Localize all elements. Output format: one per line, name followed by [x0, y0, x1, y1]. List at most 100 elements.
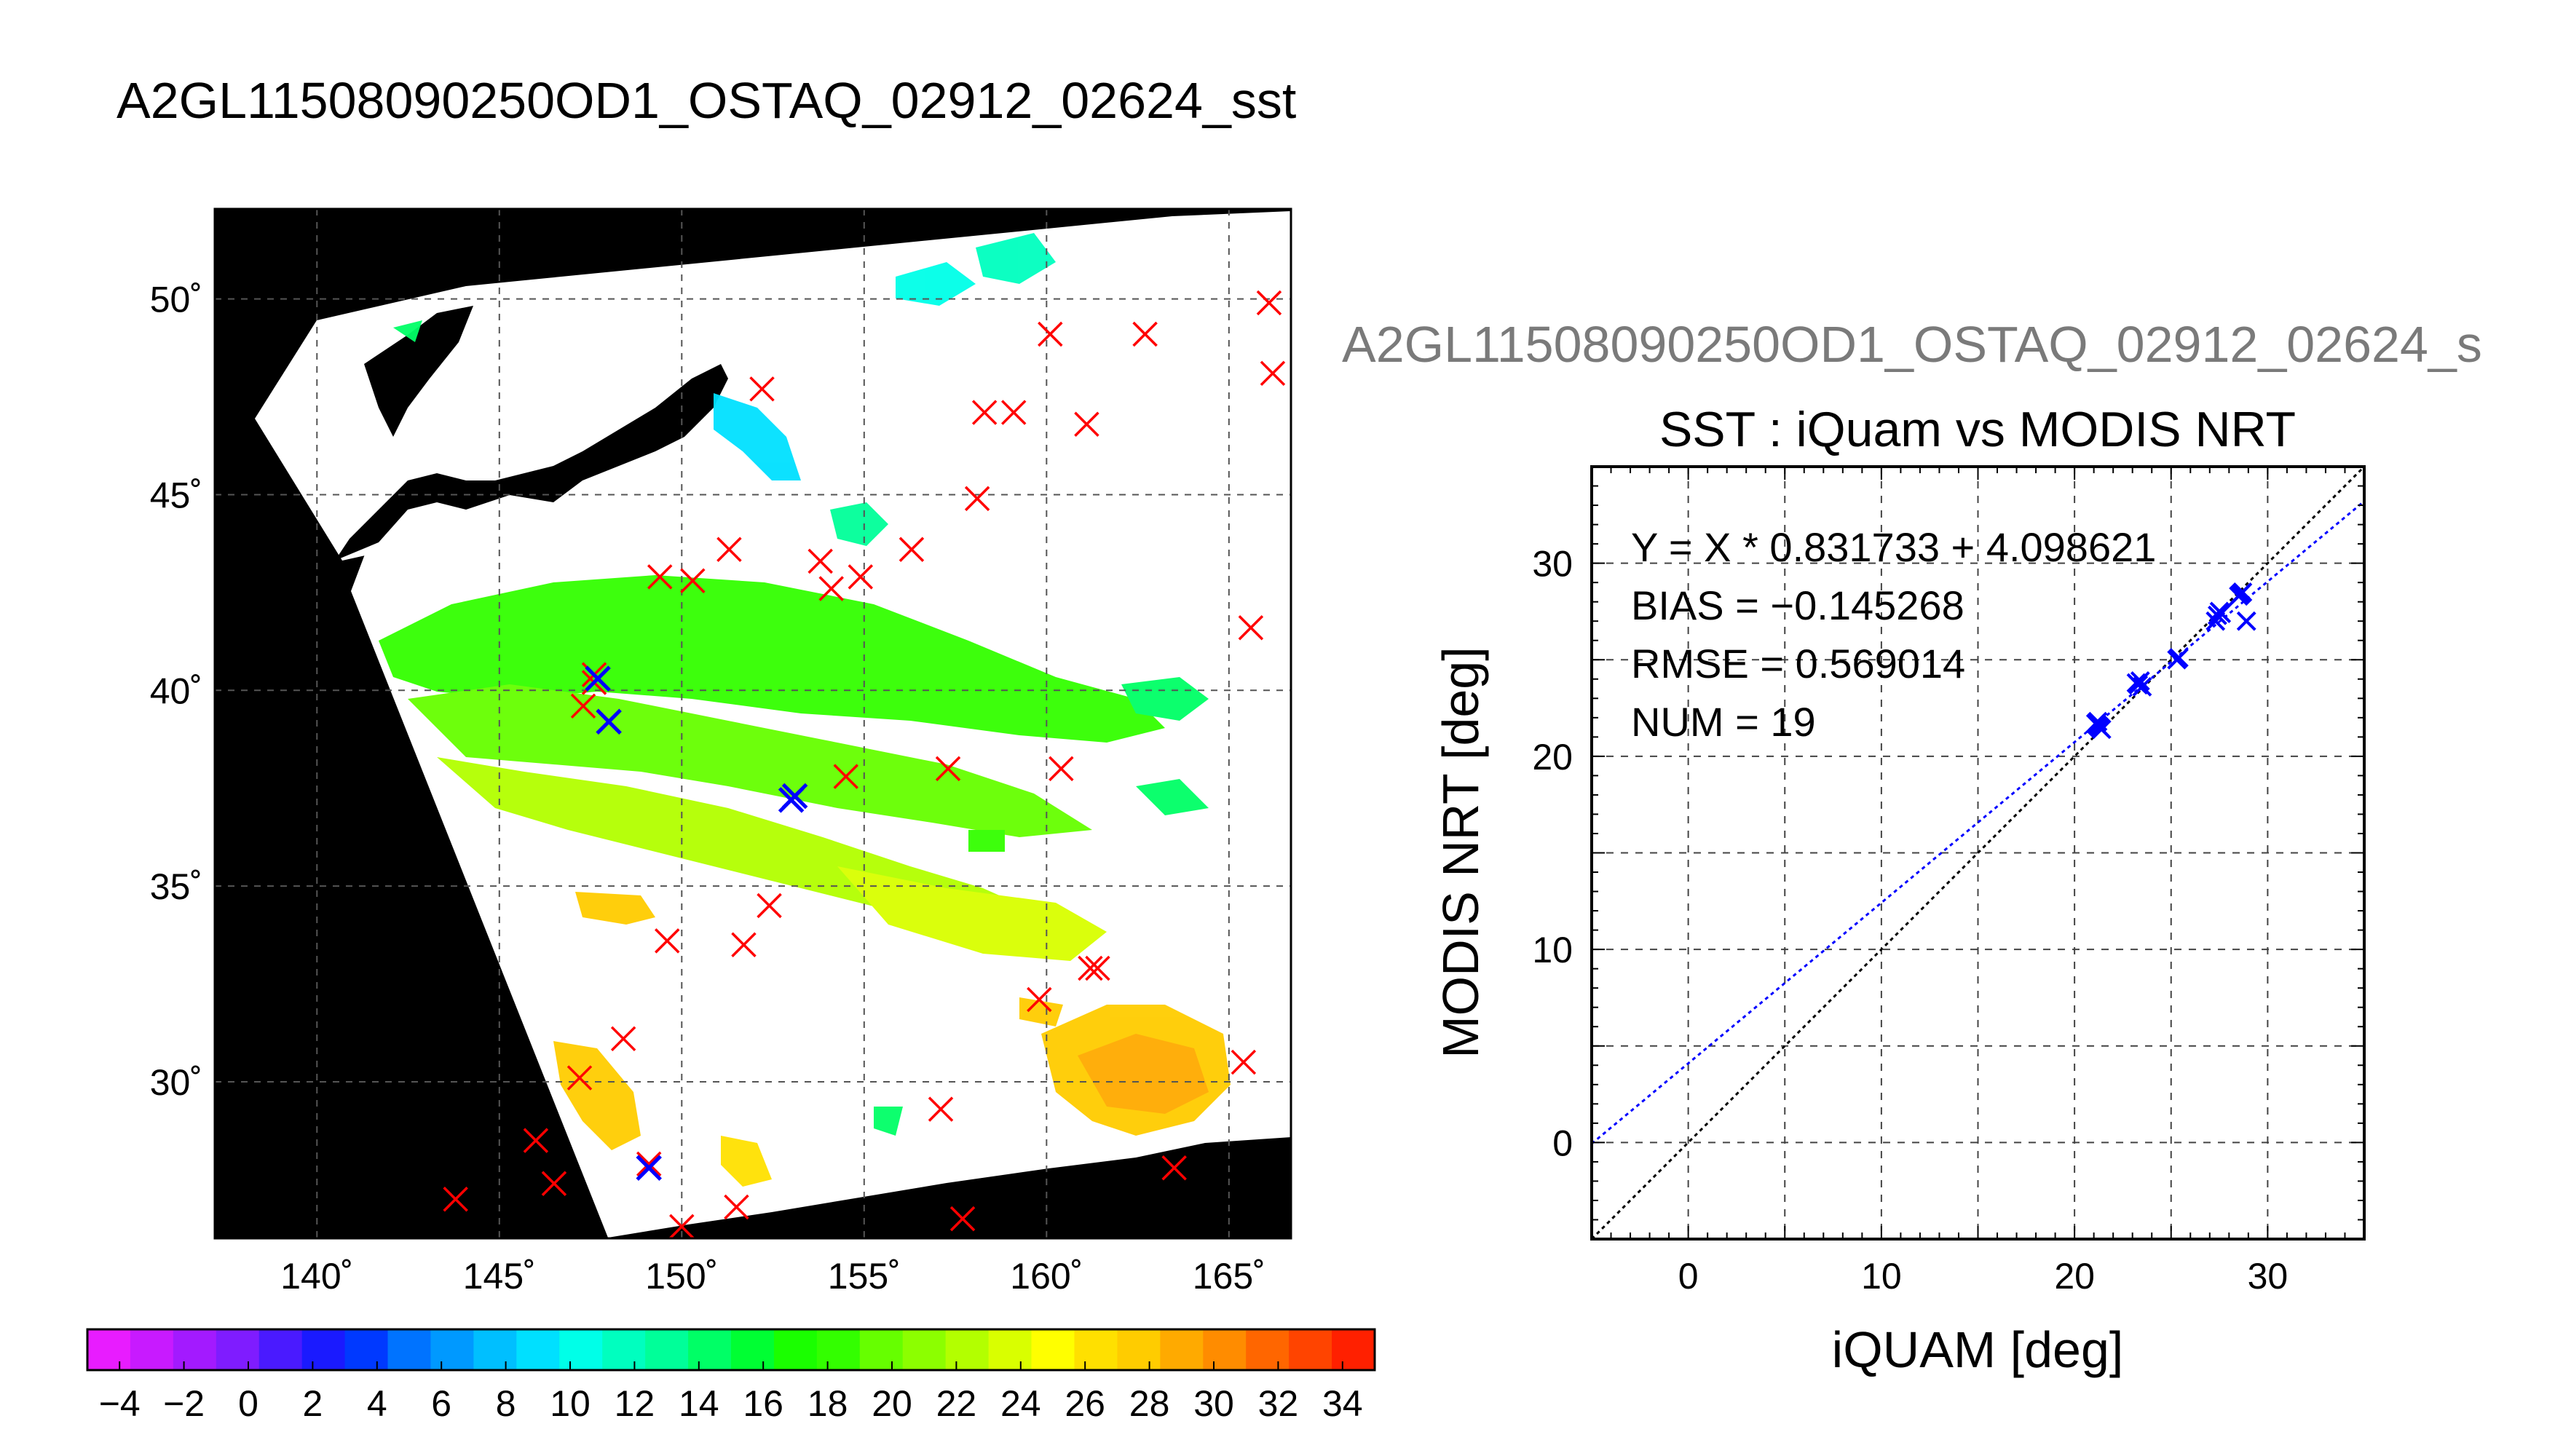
regression-line — [1592, 500, 2364, 1145]
colorbar-segment — [1074, 1329, 1118, 1370]
map-match-marker-stroke — [1256, 290, 1282, 316]
map-land-sakhalin — [364, 306, 473, 437]
map-lon-label: 165˚ — [1193, 1256, 1265, 1297]
map-match-marker — [1049, 756, 1074, 782]
map-lat-label: 40˚ — [150, 670, 202, 711]
map-match-marker — [833, 764, 858, 789]
map-match-marker-stroke — [749, 376, 775, 402]
map-filtered-marker-stroke — [596, 708, 622, 735]
colorbar-tick-label: 28 — [1129, 1383, 1170, 1424]
map-match-marker — [971, 400, 998, 425]
map-match-marker-stroke — [1038, 321, 1063, 347]
colorbar-segment — [1246, 1329, 1290, 1370]
map-match-marker — [807, 548, 833, 574]
map-match-marker-stroke — [1231, 1049, 1257, 1075]
map-match-marker-stroke — [971, 400, 998, 425]
colorbar-tick-label: 24 — [1000, 1383, 1041, 1424]
map-match-marker — [848, 564, 874, 590]
scatter-y-tick-label: 0 — [1552, 1123, 1573, 1163]
scatter-point — [2168, 648, 2189, 668]
scatter-x-tick-label: 0 — [1678, 1256, 1699, 1297]
colorbar-tick-label: 6 — [431, 1383, 451, 1424]
scatter-point-stroke — [2088, 711, 2108, 732]
scatter-point-stroke — [2236, 611, 2256, 631]
map-match-marker — [1260, 360, 1286, 387]
map-match-marker-stroke — [964, 486, 990, 512]
colorbar-segment — [301, 1329, 346, 1370]
map-match-marker — [647, 564, 673, 590]
main-title: A2GL11508090250OD1_OSTAQ_02912_02624_sst — [117, 72, 1296, 129]
map-lon-label: 140˚ — [280, 1256, 353, 1297]
colorbar-segment — [216, 1329, 260, 1370]
colorbar-segment — [1203, 1329, 1247, 1370]
map-match-marker — [731, 932, 757, 958]
map-match-marker-stroke — [1027, 986, 1052, 1013]
colorbar-tick-label: 4 — [367, 1383, 387, 1424]
colorbar-segment — [773, 1329, 818, 1370]
map-markers — [443, 290, 1286, 1238]
colorbar-segment — [902, 1329, 947, 1370]
map-filtered-marker — [585, 665, 611, 692]
map-match-marker-stroke — [647, 564, 673, 590]
x-axis-label: iQUAM [deg] — [1832, 1321, 2124, 1378]
scatter-point-stroke — [2091, 719, 2112, 740]
map-match-marker — [655, 928, 680, 954]
map-filtered-marker — [636, 1155, 662, 1181]
colorbar-segment — [1332, 1329, 1375, 1370]
colorbar-segment — [87, 1329, 131, 1370]
scatter-x-tick-label: 20 — [2054, 1256, 2095, 1297]
map-match-marker-stroke — [680, 568, 706, 593]
stats-num: NUM = 19 — [1631, 699, 1816, 745]
colorbar-segment — [688, 1329, 732, 1370]
map-match-marker — [749, 376, 775, 402]
map-filtered-marker-stroke — [636, 1155, 662, 1181]
scatter-point — [2132, 676, 2152, 697]
colorbar-segment — [344, 1329, 389, 1370]
colorbar-segment — [1289, 1329, 1332, 1370]
colorbar-tick-label: 34 — [1322, 1383, 1363, 1424]
colorbar-tick-label: 12 — [615, 1383, 655, 1424]
map-match-marker-stroke — [541, 1171, 567, 1196]
scatter-point-stroke — [2232, 582, 2253, 602]
scatter-grid — [1592, 467, 2364, 1239]
map-match-marker-stroke — [570, 693, 596, 719]
map-match-marker-stroke — [669, 1214, 695, 1238]
map-lat-label: 30˚ — [150, 1062, 202, 1103]
map-match-marker — [724, 1194, 749, 1220]
map-match-marker-stroke — [818, 576, 844, 601]
scatter-point-stroke — [2211, 604, 2232, 624]
colorbar-labels: −4 −2 0 2 4 6 8 10 12 14 16 18 20 22 24 26 28 30 32 34 — [99, 1361, 1363, 1424]
map-lat-label: 45˚ — [150, 475, 202, 515]
scatter-point — [2211, 604, 2232, 624]
map-lon-labels: 140˚ 145˚ 150˚ 155˚ 160˚ 165˚ — [280, 1256, 1265, 1297]
scatter-x-tick-label: 30 — [2248, 1256, 2289, 1297]
map-lon-label: 160˚ — [1010, 1256, 1083, 1297]
scatter-point-stroke — [2132, 676, 2152, 697]
colorbar-frame — [86, 1328, 1376, 1372]
map-match-marker-stroke — [928, 1096, 954, 1122]
map-lat-label: 35˚ — [150, 866, 202, 907]
map-match-marker-stroke — [949, 1206, 976, 1232]
scatter-point — [2236, 611, 2256, 631]
colorbar-tick-label: 2 — [302, 1383, 323, 1424]
colorbar-tick-label: 22 — [936, 1383, 977, 1424]
sst-field — [379, 233, 1231, 1187]
map-lon-label: 150˚ — [645, 1256, 718, 1297]
map-match-marker-stroke — [1078, 955, 1103, 981]
map-match-marker — [1132, 321, 1158, 347]
colorbar-segment — [988, 1329, 1032, 1370]
map-match-marker — [610, 1026, 636, 1052]
map-match-marker — [1027, 986, 1052, 1013]
colorbar-tick-label: 10 — [550, 1383, 591, 1424]
map-match-marker-stroke — [935, 756, 961, 782]
map-match-marker-stroke — [1260, 360, 1286, 387]
scatter-x-tick-labels: 0 10 20 30 — [1678, 1256, 2288, 1297]
stats-rmse: RMSE = 0.569014 — [1631, 641, 1965, 687]
colorbar-tick-label: 20 — [872, 1383, 912, 1424]
map-match-marker-stroke — [655, 928, 680, 954]
map-match-marker-stroke — [1049, 756, 1074, 782]
map-match-marker — [1074, 411, 1099, 437]
colorbar-segment — [430, 1329, 474, 1370]
colorbar-segment — [473, 1329, 517, 1370]
scatter-point — [2088, 711, 2108, 732]
